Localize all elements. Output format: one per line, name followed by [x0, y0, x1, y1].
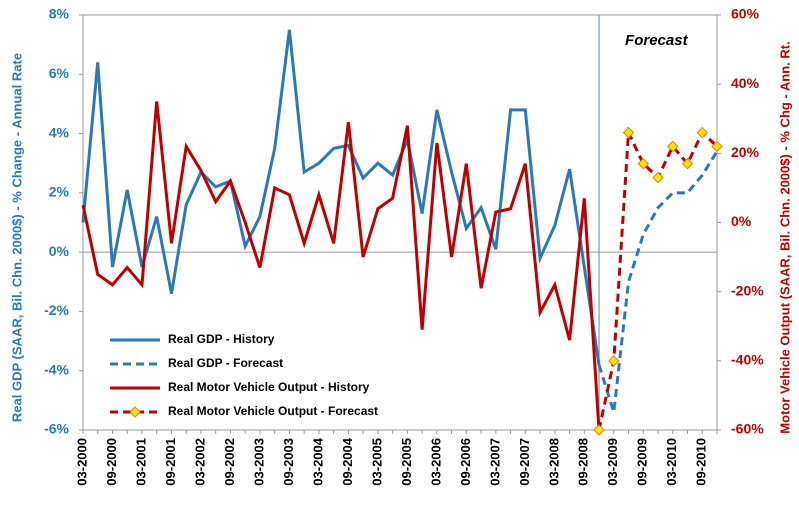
- y-tick-label: 4%: [49, 124, 70, 140]
- y2-tick-label: -60%: [731, 421, 764, 437]
- marker: [667, 140, 679, 153]
- y-tick-label: -2%: [44, 302, 69, 318]
- marker: [593, 424, 605, 436]
- y2-tick-label: -20%: [731, 282, 764, 298]
- marker: [622, 126, 635, 139]
- x-tick-label: 03-2004: [310, 437, 325, 485]
- x-tick-label: 03-2005: [369, 438, 384, 486]
- x-tick-label: 03-2001: [133, 438, 148, 486]
- series-line: [81, 101, 601, 431]
- x-tick-label: 09-2000: [104, 438, 119, 486]
- y-tick-label: -6%: [44, 421, 69, 437]
- x-tick-label: 03-2000: [74, 438, 89, 486]
- y2-tick-label: 40%: [731, 75, 760, 91]
- x-tick-label: 09-2010: [694, 438, 709, 486]
- y-tick-label: -4%: [44, 361, 69, 377]
- x-tick-label: 03-2007: [487, 438, 502, 486]
- x-tick-label: 09-2009: [635, 438, 650, 486]
- x-tick-label: 09-2006: [458, 438, 473, 486]
- y-tick-label: 8%: [49, 6, 70, 22]
- legend-label: Real GDP - Forecast: [168, 356, 283, 370]
- annotation: Forecast: [625, 32, 689, 49]
- x-tick-label: 09-2007: [517, 438, 532, 486]
- x-tick-label: 03-2006: [428, 438, 443, 486]
- legend-label: Real Motor Vehicle Output - History: [168, 380, 370, 394]
- y2-tick-label: 60%: [731, 6, 760, 22]
- x-tick-label: 03-2008: [546, 438, 561, 486]
- marker: [608, 355, 620, 367]
- y2-tick-label: 20%: [731, 144, 760, 160]
- x-tick-label: 03-2003: [251, 438, 266, 486]
- y-axis-title: Real GDP (SAAR, Bil. Chn. 2000$) - % Cha…: [9, 53, 24, 422]
- x-tick-label: 09-2005: [399, 438, 414, 486]
- y2-tick-label: 0%: [731, 213, 752, 229]
- y-tick-label: 2%: [49, 184, 70, 200]
- x-tick-label: 09-2001: [163, 438, 178, 486]
- x-tick-label: 09-2008: [576, 438, 591, 486]
- y-tick-label: 0%: [49, 243, 70, 259]
- x-tick-label: 09-2004: [340, 437, 355, 485]
- y2-tick-label: -40%: [731, 352, 764, 368]
- marker: [711, 140, 723, 153]
- marker: [652, 171, 664, 184]
- series-line: [81, 29, 601, 366]
- x-tick-label: 09-2002: [222, 438, 237, 486]
- y-tick-label: 6%: [49, 65, 70, 81]
- marker: [696, 126, 708, 139]
- series-line: [597, 150, 719, 413]
- x-tick-label: 03-2010: [664, 438, 679, 486]
- x-tick-label: 03-2009: [605, 438, 620, 486]
- legend-marker: [129, 406, 141, 418]
- marker: [681, 158, 694, 170]
- x-tick-label: 09-2003: [281, 438, 296, 486]
- x-tick-label: 03-2002: [192, 438, 207, 486]
- marker: [637, 158, 649, 170]
- y2-axis-title: Motor Vehicle Output (SAAR, Bil. Chn. 20…: [777, 41, 792, 433]
- legend-label: Real GDP - History: [168, 332, 275, 346]
- legend-label: Real Motor Vehicle Output - Forecast: [168, 404, 378, 418]
